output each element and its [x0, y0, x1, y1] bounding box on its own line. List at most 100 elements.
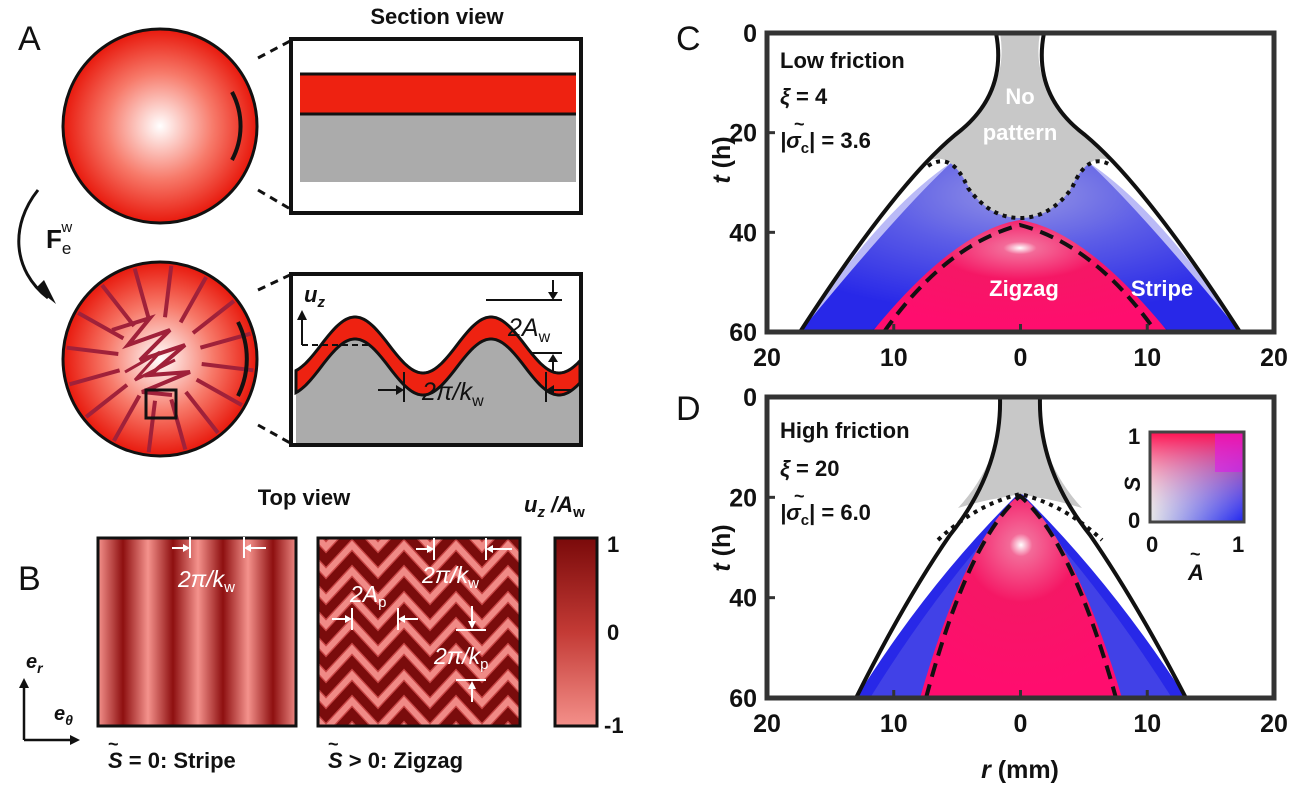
zigzag-light-line	[318, 618, 520, 656]
zigzag-dark-line	[318, 577, 520, 619]
zig-wl-arrowhead-right	[486, 545, 493, 553]
y-tick-label: 0	[743, 20, 757, 48]
x-axis-label: r (mm)	[981, 756, 1059, 784]
zig-amp-arrowhead-right	[398, 615, 405, 623]
radial-stripe	[66, 345, 119, 356]
inset-colormap-frame	[1148, 430, 1246, 524]
c-sigma: |σc| = 3.6	[780, 128, 871, 157]
wl-arrowhead-right	[546, 385, 554, 395]
d-sigma-tilde: ~	[794, 486, 805, 506]
zigzag-dark-line	[318, 681, 520, 723]
colorbar-tick-bottom: -1	[604, 713, 624, 738]
x-ticks-d: 20 10 0 10 20	[753, 690, 1288, 738]
inset-xtick-0: 0	[1146, 532, 1158, 557]
zigzag-pattern-frame	[316, 536, 522, 728]
zigzag-label: Zigzag	[989, 276, 1059, 301]
zigzag-dark-line	[318, 538, 520, 567]
d-line1: High friction	[780, 418, 910, 443]
stripe-pattern	[96, 536, 298, 728]
patterned-sphere	[61, 260, 259, 458]
stripe-wl-arrowhead-left	[183, 544, 190, 552]
zigzag-light-line	[318, 566, 520, 604]
dashed-boundary-c	[882, 222, 1158, 332]
radial-stripe	[132, 267, 151, 320]
y-tick-label: 20	[729, 484, 757, 512]
panel-a-letter: A	[18, 20, 41, 58]
zoom-line-bottom	[257, 188, 293, 212]
c-xi: ξ = 4	[780, 84, 828, 109]
inset-x-label: A	[1187, 560, 1204, 585]
radial-stripe	[84, 383, 129, 419]
radial-stripe	[146, 400, 157, 453]
panel-c-letter: C	[676, 20, 701, 58]
top-view-title: Top view	[258, 485, 351, 510]
patterned-section-marker	[236, 321, 249, 397]
x-tick-label: 20	[1260, 344, 1288, 372]
colorbar	[553, 536, 599, 728]
amp-arrowhead-bottom	[548, 354, 558, 362]
amp-arrowhead-top	[548, 292, 558, 300]
caption-zigzag-tilde: ~	[328, 734, 339, 754]
zigzag-dark-line	[318, 603, 520, 645]
x-tick-label: 20	[753, 710, 781, 738]
y-ticks-c: 0 20 40 60	[729, 20, 775, 347]
inset-x-tilde: ~	[1190, 544, 1201, 564]
wl-arrowhead-left	[396, 385, 404, 395]
zoom-line-top-2	[257, 272, 293, 292]
y-tick-label: 40	[729, 219, 757, 247]
radial-stripe	[77, 311, 125, 341]
caption-zigzag: S > 0: Zigzag	[328, 748, 463, 773]
zig-wl-arrowhead-left	[427, 545, 434, 553]
radial-stripe	[184, 390, 220, 435]
radial-stripe	[163, 265, 174, 318]
zoom-line-bottom-2	[257, 423, 293, 446]
x-tick-label: 10	[1133, 344, 1161, 372]
inset-colormap-corner	[1215, 432, 1244, 472]
y-ticks-d: 0 20 40 60	[729, 384, 775, 713]
zigzag-light-line	[318, 592, 520, 630]
x-tick-label: 20	[1260, 710, 1288, 738]
colorbar-title: uz /Aw	[524, 492, 585, 521]
zigzag-dark-line	[318, 629, 520, 671]
caption-stripe-tilde: ~	[108, 734, 119, 754]
zig-kp-arrowhead-top	[468, 621, 476, 629]
y-tick-label: 60	[729, 685, 757, 713]
panel-c: C Low friction ξ = 4 |σc| = 3.6 ~ No pat…	[676, 20, 1288, 372]
zigzag-dark-line	[318, 551, 520, 593]
radial-stripe	[112, 394, 142, 442]
boundary-right-c	[1039, 33, 1242, 332]
panel-b-letter: B	[18, 560, 41, 598]
smooth-sphere	[61, 27, 259, 225]
er-label: er	[26, 651, 44, 676]
no-pattern-label-2: pattern	[983, 120, 1058, 145]
c-sigma-tilde: ~	[794, 114, 805, 134]
er-arrowhead	[19, 678, 29, 688]
stripe-wavelength-label: 2π/kw	[177, 566, 235, 596]
x-tick-label: 20	[753, 344, 781, 372]
uz-arrowhead	[297, 310, 307, 320]
zigzag-region-c	[872, 220, 1168, 332]
colorbar-tick-top: 1	[607, 532, 619, 557]
colorbar-tick-mid: 0	[607, 620, 619, 645]
x-ticks-c: 20 10 0 10 20	[753, 324, 1288, 372]
inset-xtick-1: 1	[1232, 532, 1244, 557]
x-tick-label: 0	[1014, 344, 1028, 372]
no-pattern-region-d	[958, 397, 1082, 508]
zigzag-light-line	[318, 696, 520, 726]
zigzag-light-line	[318, 670, 520, 708]
stripe-wl-arrowhead-right	[244, 544, 251, 552]
sphere-section-marker	[230, 91, 243, 161]
zig-amp-arrowhead-left	[345, 615, 352, 623]
y-tick-label: 60	[729, 319, 757, 347]
dotted-boundary-c	[926, 159, 1114, 221]
boundary-left-c	[798, 33, 1001, 332]
panel-b: B Top view 2π/kw 2π/kw 2Ap	[18, 485, 624, 773]
no-pattern-label-1: No	[1005, 84, 1034, 109]
dotted-boundary-d	[936, 491, 1104, 542]
etheta-arrowhead	[70, 735, 80, 745]
central-zigzag-2	[124, 350, 176, 382]
radial-stripe	[195, 377, 243, 407]
etheta-label: eθ	[54, 703, 73, 728]
inset-ytick-1: 1	[1128, 424, 1140, 449]
